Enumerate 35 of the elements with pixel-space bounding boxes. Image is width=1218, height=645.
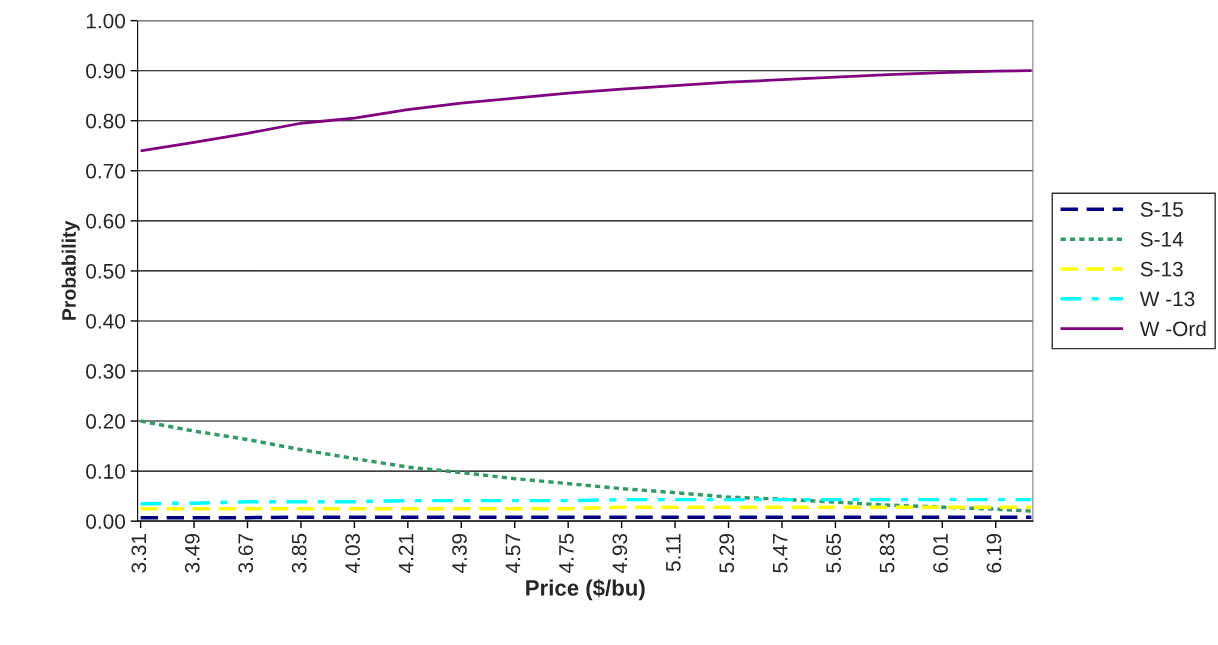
legend-label: W -13	[1139, 291, 1195, 307]
y-tick-label: 0.20	[86, 414, 126, 429]
x-tick-label: 4.21	[398, 533, 414, 574]
y-tick-label: 1.00	[86, 13, 126, 29]
y-tick-label: 0.50	[86, 263, 126, 279]
y-tick-label: 0.30	[86, 364, 126, 379]
x-tick-label: 4.03	[345, 533, 360, 574]
legend-label: W -Ord	[1139, 320, 1206, 337]
x-tick-label: 3.85	[291, 533, 307, 573]
x-tick-label: 3.67	[238, 534, 254, 573]
x-tick-label: 5.83	[879, 533, 895, 573]
x-tick-label: 5.29	[719, 533, 735, 573]
legend-label: S-14	[1140, 231, 1184, 247]
x-tick-label: 5.65	[826, 533, 841, 573]
x-tick-label: 4.57	[505, 534, 521, 574]
x-tick-label: 4.75	[559, 533, 574, 574]
y-axis-title: Probability	[61, 220, 80, 320]
x-tick-label: 6.19	[986, 533, 1002, 573]
x-axis-title: Price ($/bu)	[526, 579, 645, 601]
x-tick-label: 3.31	[131, 533, 147, 573]
legend-label: S-15	[1140, 202, 1183, 217]
y-tick-label: 0.60	[86, 213, 126, 229]
x-tick-label: 5.47	[773, 534, 788, 573]
y-tick-label: 0.40	[86, 313, 126, 329]
legend-label: S-13	[1140, 261, 1183, 277]
x-tick-label: 5.11	[666, 533, 681, 572]
x-tick-label: 6.01	[933, 533, 948, 573]
x-tick-label: 4.93	[612, 533, 628, 574]
x-tick-label: 4.39	[452, 533, 467, 574]
y-tick-label: 0.90	[86, 63, 126, 79]
y-tick-label: 0.80	[86, 113, 126, 129]
y-tick-label: 0.00	[86, 514, 126, 529]
y-tick-label: 0.10	[86, 464, 126, 479]
y-tick-label: 0.70	[86, 163, 126, 179]
x-tick-label: 3.49	[184, 533, 200, 573]
